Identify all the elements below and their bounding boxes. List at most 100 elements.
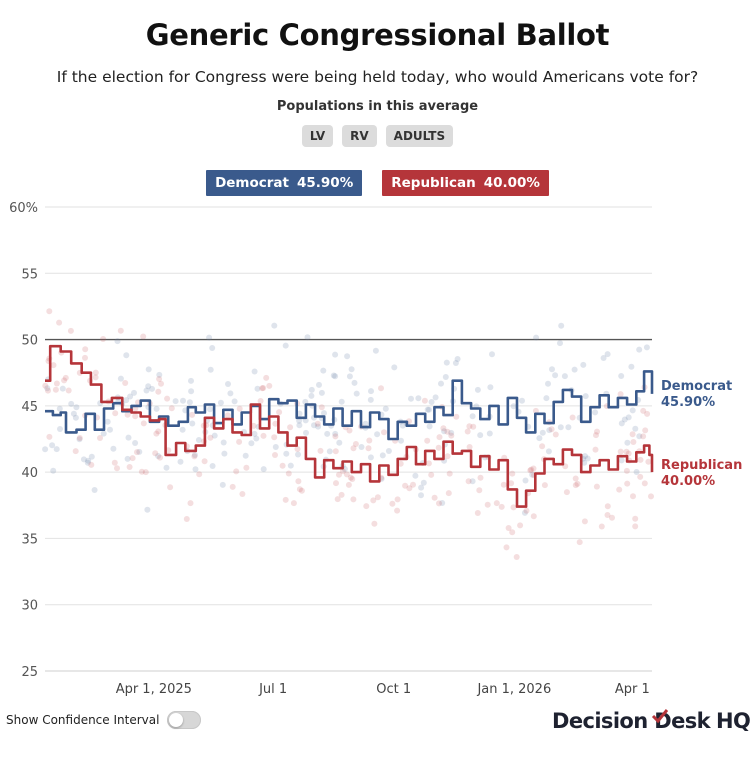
y-tick-label: 30 [21, 599, 38, 614]
poll-dot [172, 398, 179, 405]
poll-dot [352, 441, 359, 447]
poll-dot [332, 433, 339, 440]
poll-dot [122, 380, 129, 386]
poll-dot [180, 397, 186, 404]
poll-dot [486, 430, 493, 437]
poll-dot [209, 463, 216, 469]
poll-dot [424, 437, 431, 444]
poll-dot [569, 414, 576, 421]
poll-dot [50, 467, 57, 474]
logo-text-main: Decision Desk [552, 709, 711, 733]
poll-dot [418, 484, 425, 491]
poll-dot [530, 465, 537, 472]
poll-dot [545, 380, 551, 387]
poll-dot [46, 308, 53, 315]
poll-dot [469, 413, 476, 420]
population-lv-button[interactable]: LV [301, 125, 334, 147]
y-tick-label: 45 [21, 400, 38, 415]
poll-dot [290, 500, 297, 507]
legend-republican[interactable]: Republican 40.00% [382, 170, 549, 196]
poll-dot [528, 466, 535, 473]
poll-dot [477, 432, 484, 439]
poll-dot [469, 478, 476, 485]
poll-dot [271, 322, 278, 329]
poll-dot [509, 470, 516, 477]
poll-dot [439, 500, 446, 506]
poll-dot [565, 424, 572, 431]
poll-dot [370, 497, 377, 504]
poll-dot [233, 468, 240, 475]
chart-legend: Democrat 45.90% Republican 40.00% [0, 170, 755, 196]
poll-dot [56, 319, 63, 326]
poll-dot [633, 469, 640, 475]
poll-dot [532, 407, 539, 414]
poll-dot [296, 486, 303, 493]
poll-dot [138, 468, 145, 475]
poll-dot [630, 439, 637, 445]
poll-dot [541, 482, 548, 489]
poll-dot [363, 503, 370, 510]
poll-dot [85, 457, 92, 464]
poll-dot [287, 424, 294, 431]
poll-dot [80, 456, 87, 463]
poll-dot [67, 327, 74, 334]
poll-dot [574, 480, 581, 487]
poll-dot [446, 470, 453, 477]
poll-dot [527, 467, 534, 474]
poll-dot [157, 454, 163, 461]
poll-dot [637, 456, 644, 463]
poll-dot [379, 452, 386, 459]
poll-dot [344, 353, 351, 360]
poll-dot [347, 474, 354, 481]
poll-dot [604, 512, 611, 518]
poll-dot [552, 431, 559, 438]
poll-dot [191, 452, 198, 458]
population-adults-button[interactable]: ADULTS [385, 125, 454, 147]
poll-dot [394, 507, 401, 514]
poll-dot [188, 388, 195, 395]
poll-dot [408, 395, 414, 402]
population-rv-button[interactable]: RV [342, 125, 377, 147]
poll-dot [345, 481, 352, 488]
x-tick-label: Oct 1 [376, 682, 411, 697]
poll-dot [643, 344, 650, 351]
poll-dot [315, 423, 322, 430]
poll-dot [442, 374, 449, 380]
poll-dot [557, 340, 563, 347]
poll-dot [125, 434, 132, 441]
poll-dot [546, 427, 553, 434]
confidence-interval-toggle[interactable] [167, 711, 202, 729]
legend-democrat[interactable]: Democrat 45.90% [206, 170, 363, 196]
poll-dot [152, 450, 159, 457]
poll-dot [617, 391, 624, 398]
poll-dot [82, 346, 89, 353]
poll-dot [362, 420, 369, 427]
poll-dot [543, 395, 550, 402]
populations-label: Populations in this average [276, 99, 479, 114]
poll-dot [598, 523, 605, 530]
poll-dot [410, 481, 416, 488]
poll-dot [418, 492, 424, 499]
poll-dot [336, 439, 343, 446]
poll-dot [367, 454, 374, 461]
gridlines [45, 206, 652, 672]
poll-dot [189, 411, 196, 418]
poll-dot [114, 465, 120, 472]
poll-dot [57, 426, 63, 432]
poll-dot [474, 386, 481, 393]
poll-dot [127, 393, 134, 400]
poll-dots [42, 308, 654, 560]
poll-dot [136, 448, 143, 455]
poll-dot [229, 483, 236, 490]
poll-dot [431, 494, 438, 501]
confidence-interval-control: Show Confidence Interval [6, 711, 202, 729]
poll-dot [558, 322, 565, 329]
poll-dot [248, 440, 255, 447]
poll-dot [519, 397, 525, 404]
poll-dot [332, 430, 339, 437]
poll-dot [220, 439, 227, 446]
poll-dot [343, 471, 350, 478]
poll-dot [503, 544, 510, 551]
poll-dot [332, 373, 339, 380]
poll-dot [334, 496, 341, 503]
